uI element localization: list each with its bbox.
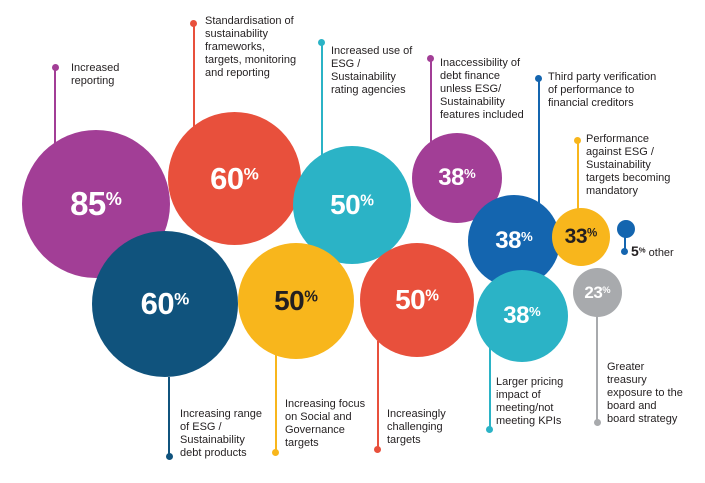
bubble-value: 23% — [584, 282, 611, 302]
leader-dot-other — [621, 248, 628, 255]
label-increased-reporting: Increased reporting — [71, 62, 120, 87]
leader-line-performance-mandatory — [577, 140, 579, 210]
leader-line-treasury-exposure — [596, 316, 598, 423]
bubble-treasury-exposure: 23% — [573, 268, 622, 317]
leader-dot-increased-reporting — [52, 64, 59, 71]
bubble-performance-mandatory: 33% — [552, 208, 610, 266]
leader-line-increased-reporting — [54, 68, 56, 145]
bubble-inaccessibility: 38% — [412, 133, 502, 223]
bubble-value: 38% — [438, 164, 476, 191]
label-third-party: Third party verification of performance … — [548, 71, 657, 109]
label-pricing-impact: Larger pricing impact of meeting/not mee… — [496, 376, 564, 427]
leader-line-third-party — [538, 78, 540, 204]
bubble-value: 50% — [395, 284, 439, 315]
label-increasing-focus: Increasing focus on Social and Governanc… — [285, 398, 366, 449]
label-standardisation: Standardisation of sustainability framew… — [205, 15, 297, 79]
leader-dot-increasing-focus — [272, 449, 279, 456]
label-challenging-targets: Increasingly challenging targets — [387, 408, 446, 446]
leader-line-challenging-targets — [377, 341, 379, 449]
bubble-value: 85% — [70, 185, 122, 222]
leader-line-pricing-impact — [489, 348, 491, 430]
leader-line-inaccessibility — [430, 58, 432, 143]
bubble-value: 60% — [140, 286, 190, 321]
leader-dot-treasury-exposure — [594, 419, 601, 426]
leader-line-standardisation — [193, 23, 195, 128]
leader-dot-pricing-impact — [486, 426, 493, 433]
bubble-value: 33% — [564, 225, 598, 248]
leader-dot-rating-agencies — [318, 39, 325, 46]
leader-dot-performance-mandatory — [574, 137, 581, 144]
label-rating-agencies: Increased use of ESG / Sustainability ra… — [331, 45, 413, 96]
other-value: 5% — [631, 243, 646, 259]
leader-dot-inaccessibility — [427, 55, 434, 62]
bubble-value: 50% — [330, 189, 374, 220]
bubble-standardisation: 60% — [168, 112, 301, 245]
bubble-rating-agencies: 50% — [293, 146, 411, 264]
leader-line-increasing-focus — [275, 355, 277, 453]
leader-line-increasing-range — [168, 377, 170, 458]
leader-dot-increasing-range — [166, 453, 173, 460]
bubble-pricing-impact: 38% — [476, 270, 568, 362]
bubble-value: 50% — [274, 285, 318, 316]
bubble-value: 38% — [495, 227, 533, 254]
label-performance-mandatory: Performance against ESG / Sustainability… — [586, 133, 671, 197]
other-word: other — [648, 247, 674, 259]
bubble-other — [617, 220, 635, 238]
bubble-increasing-focus: 50% — [238, 243, 354, 359]
bubble-challenging-targets: 50% — [360, 243, 474, 357]
leader-dot-challenging-targets — [374, 446, 381, 453]
bubble-value: 38% — [503, 302, 541, 329]
leader-dot-third-party — [535, 75, 542, 82]
leader-line-rating-agencies — [321, 42, 323, 156]
label-inaccessibility: Inaccessibility of debt finance unless E… — [440, 57, 524, 121]
leader-dot-standardisation — [190, 20, 197, 27]
label-increasing-range: Increasing range of ESG / Sustainability… — [180, 408, 262, 459]
label-treasury-exposure: Greater treasury exposure to the board a… — [607, 361, 683, 425]
bubble-increasing-range: 60% — [92, 231, 238, 377]
bubble-value: 60% — [210, 160, 259, 196]
leader-line-other — [624, 237, 626, 251]
label-other: 5% other — [631, 243, 674, 261]
